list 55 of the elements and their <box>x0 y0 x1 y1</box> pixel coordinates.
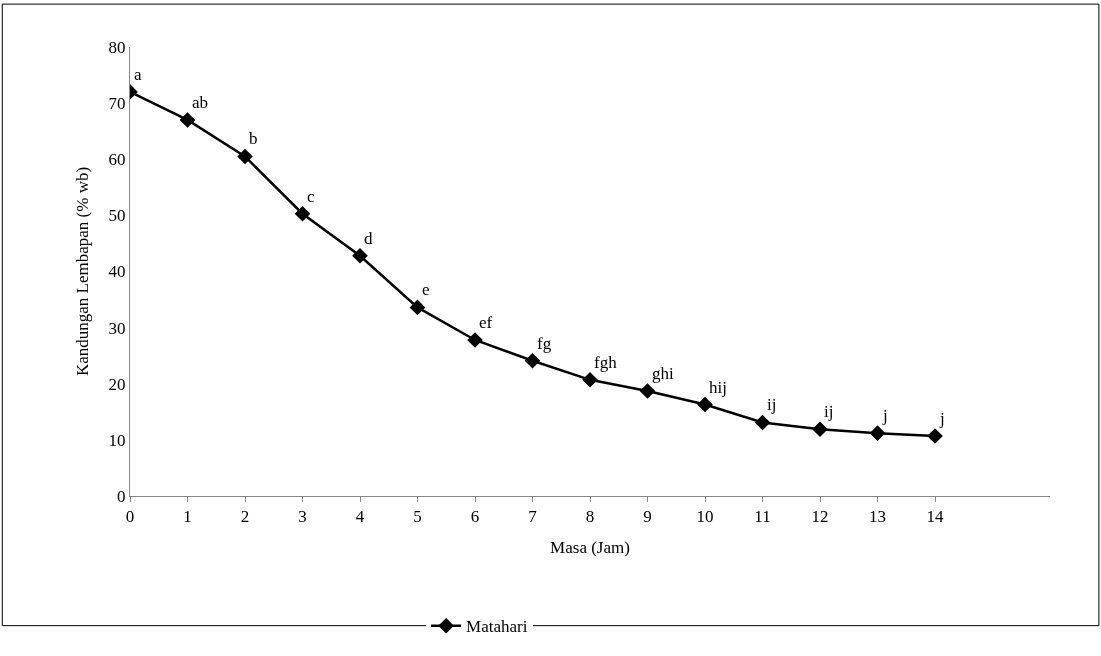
annotation: fg <box>537 334 552 353</box>
annotation: ab <box>192 93 209 112</box>
x-tick-label: 12 <box>811 507 829 527</box>
point <box>869 425 886 441</box>
y-tick-label: 80 <box>108 37 126 57</box>
y-tick-label: 70 <box>108 94 126 114</box>
annotation: c <box>307 187 315 206</box>
annotation: ghi <box>652 364 674 383</box>
y-axis-title: Kandungan Lembapan (% wb) <box>73 166 93 377</box>
annotation: j <box>939 409 945 428</box>
annotation: hij <box>709 378 727 397</box>
annotation: a <box>134 65 142 84</box>
x-tick-label: 4 <box>355 507 365 527</box>
x-tick-label: 7 <box>528 507 538 527</box>
point <box>812 421 828 438</box>
y-tick-label: 30 <box>108 318 126 338</box>
y-tick-label: 60 <box>108 150 126 170</box>
annotation: ij <box>767 395 777 414</box>
point <box>409 299 426 316</box>
y-tick-label: 20 <box>108 374 126 394</box>
annotation: fgh <box>594 353 618 372</box>
annotation: ef <box>479 313 493 332</box>
point <box>582 372 598 388</box>
y-tick-label: 0 <box>117 486 126 506</box>
point <box>524 352 541 369</box>
y-tick-label: 40 <box>108 262 126 282</box>
x-tick-label: 1 <box>183 507 192 527</box>
y-tick-label: 50 <box>108 206 126 226</box>
annotation: b <box>249 129 258 148</box>
x-tick-label: 5 <box>413 507 422 527</box>
annotation: e <box>422 280 430 299</box>
x-tick-label: 3 <box>298 507 307 527</box>
point <box>754 414 771 431</box>
x-axis-title: Masa (Jam) <box>550 537 630 557</box>
point <box>237 148 253 165</box>
x-tick-label: 14 <box>926 507 944 527</box>
x-tick-label: 13 <box>869 507 886 527</box>
point <box>467 332 483 348</box>
x-tick-label: 2 <box>240 507 250 527</box>
x-tick-label: 10 <box>696 507 714 527</box>
point <box>697 396 713 413</box>
point <box>179 112 196 128</box>
x-tick-label: 11 <box>754 507 771 527</box>
annotation: ij <box>824 402 834 421</box>
annotation: j <box>882 406 888 425</box>
x-tick-label: 8 <box>585 507 595 527</box>
y-tick-label: 10 <box>108 430 126 450</box>
x-tick-label: 9 <box>643 507 652 527</box>
x-tick-label: 6 <box>470 507 480 527</box>
point <box>352 247 368 264</box>
point <box>294 205 311 222</box>
point <box>639 383 656 399</box>
point <box>927 428 943 444</box>
annotation: d <box>364 229 373 248</box>
legend-label: Matahari <box>466 617 528 637</box>
